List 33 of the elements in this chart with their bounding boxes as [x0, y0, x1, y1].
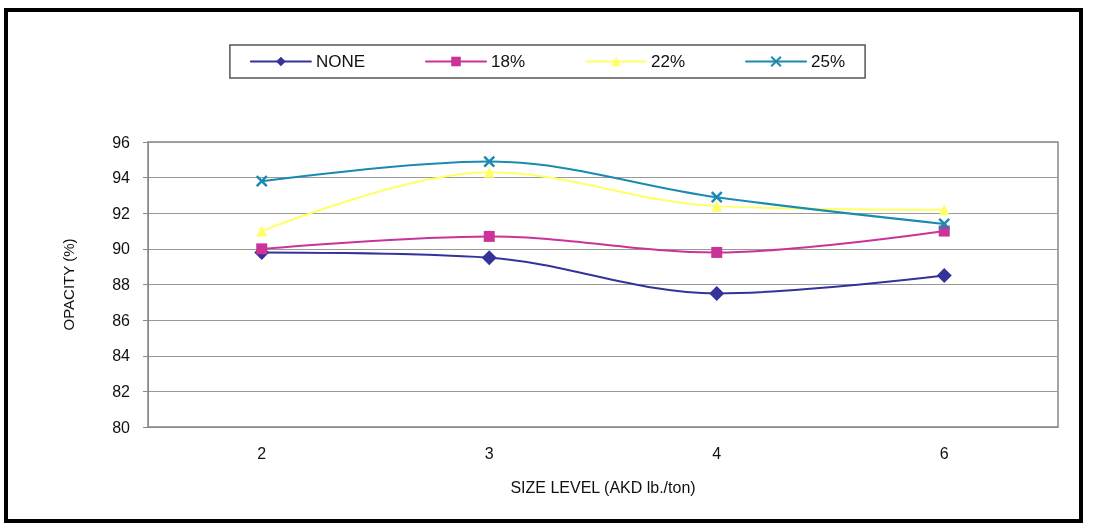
- point: [481, 250, 497, 266]
- point: [255, 174, 268, 188]
- point: [483, 166, 495, 178]
- point: [938, 204, 950, 216]
- point: [711, 200, 723, 212]
- legend-label: 18%: [491, 52, 526, 71]
- point: [483, 230, 495, 242]
- y-tick-label: 96: [112, 133, 131, 151]
- legend-label: 25%: [811, 52, 846, 71]
- y-tick-label: 88: [112, 276, 131, 293]
- x-tick-label: 2: [257, 444, 267, 462]
- point: [483, 155, 496, 168]
- y-axis-title: OPACITY (%): [60, 238, 77, 331]
- y-tick-label: 84: [112, 347, 131, 365]
- x-tick-label: 6: [939, 444, 949, 462]
- legend-label: 22%: [651, 52, 686, 71]
- point: [256, 243, 268, 255]
- x-tick-label: 4: [712, 444, 722, 462]
- x-tick-label: 3: [484, 444, 494, 462]
- legend-label: NONE: [315, 52, 366, 71]
- y-tick-label: 80: [112, 418, 131, 436]
- y-tick-label: 86: [112, 311, 131, 329]
- y-tick-label: 94: [112, 169, 131, 187]
- point: [256, 225, 268, 237]
- y-tick-label: 92: [112, 204, 131, 222]
- x-axis-title: SIZE LEVEL (AKD lb./ton): [510, 478, 696, 496]
- y-tick-label: 90: [112, 240, 131, 258]
- y-tick-label: 82: [112, 382, 131, 400]
- point: [938, 217, 951, 231]
- point: [709, 285, 725, 301]
- point: [710, 190, 723, 204]
- point: [936, 268, 952, 284]
- point: [711, 246, 723, 258]
